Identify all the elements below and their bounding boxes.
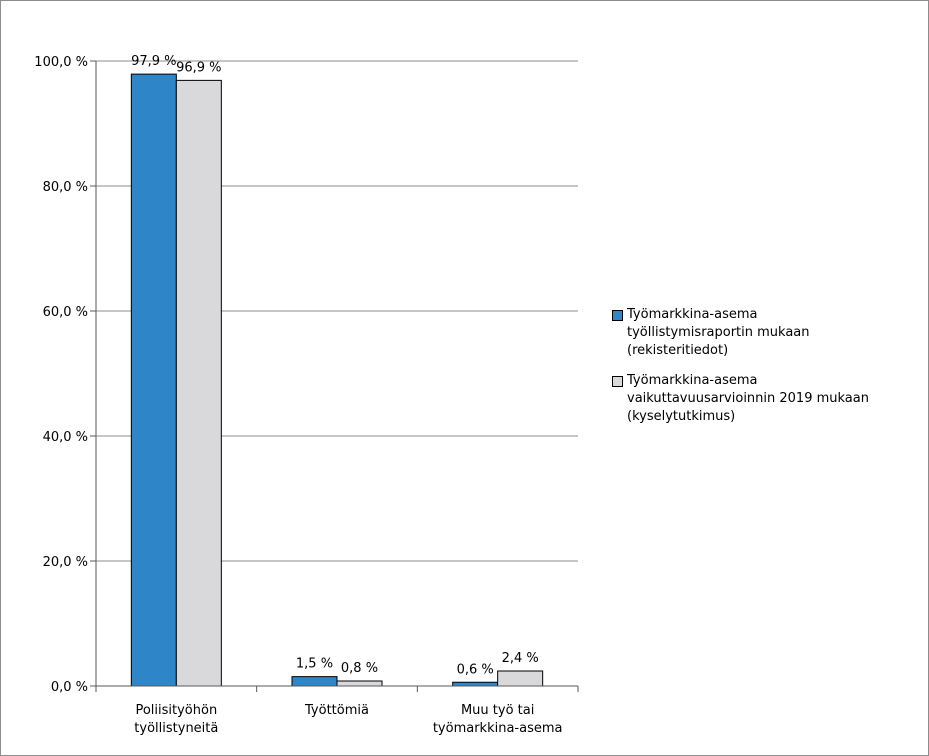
bar-series-2 [497,670,544,687]
y-tick-label: 80,0 % [43,180,88,195]
legend-label-series-1: Työmarkkina-asema työllistymisraportin m… [627,307,810,358]
x-tick-label: Poliisityöhön työllistyneitä [134,703,218,736]
y-tick-label: 40,0 % [43,430,88,445]
bar-series-1 [452,681,499,687]
y-tick-label: 60,0 % [43,305,88,320]
y-tick-label: 0,0 % [51,680,88,695]
legend-label-series-2: Työmarkkina-asema vaikuttavuusarvioinnin… [627,373,869,424]
bar-series-2 [175,79,222,687]
legend: Työmarkkina-asema työllistymisraportin m… [612,306,922,438]
legend-swatch-series-1 [612,310,623,321]
bar-series-1 [130,73,177,687]
x-tick-label: Muu työ tai työmarkkina-asema [433,703,563,736]
data-label: 96,9 % [176,60,221,75]
y-tick-label: 100,0 % [34,55,88,70]
labels: 0,0 % 20,0 % 40,0 % 60,0 % 80,0 % 100,0 % 97,9… [34,54,562,736]
x-tick-label: Työttömiä [304,703,369,718]
bar-series-1 [291,676,338,687]
legend-item-series-1: Työmarkkina-asema työllistymisraportin m… [612,306,922,360]
axes [90,60,579,692]
data-label: 1,5 % [296,657,333,672]
bar-series-2 [336,680,383,687]
data-label: 2,4 % [502,651,539,666]
legend-item-series-2: Työmarkkina-asema vaikuttavuusarvioinnin… [612,372,922,426]
y-tick-label: 20,0 % [43,555,88,570]
data-label: 0,6 % [457,662,494,677]
legend-swatch-series-2 [612,376,623,387]
data-label: 97,9 % [131,54,176,69]
data-label: 0,8 % [341,661,378,676]
bars [130,73,544,687]
